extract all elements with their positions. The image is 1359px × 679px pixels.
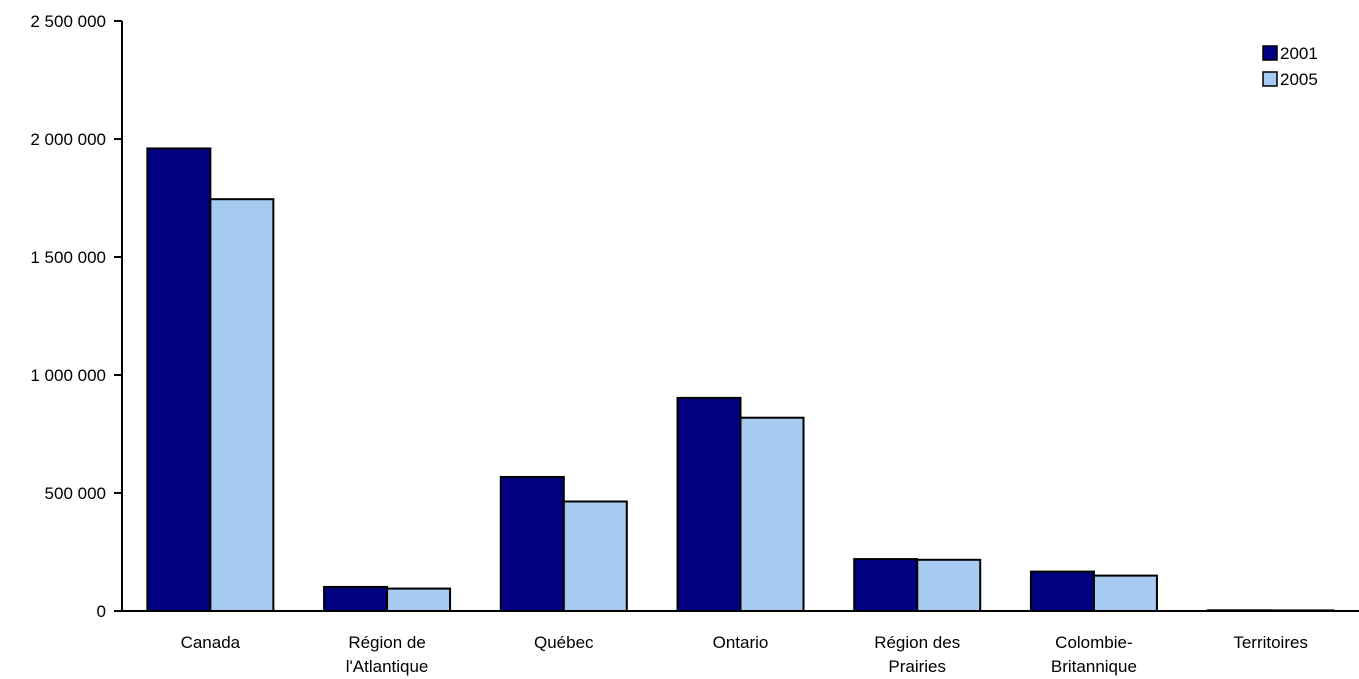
y-tick-label: 1 000 000 (30, 366, 106, 385)
legend-label-2005: 2005 (1280, 70, 1318, 89)
y-tick-label: 1 500 000 (30, 248, 106, 267)
bar-2005-3 (739, 416, 805, 612)
x-tick-label: Région des (874, 633, 960, 652)
bar-2005-1 (386, 587, 452, 613)
y-tick-label: 0 (97, 602, 106, 621)
x-tick-label: Colombie- (1055, 633, 1132, 652)
bar-2001-4 (853, 558, 919, 613)
bar-2001-1 (323, 585, 389, 612)
x-tick-label: Québec (534, 633, 594, 652)
bar-2005-4 (916, 558, 982, 613)
bars (146, 147, 1335, 613)
legend-label-2001: 2001 (1280, 44, 1318, 63)
x-tick-label: Britannique (1051, 657, 1137, 676)
legend-swatch-2005 (1262, 71, 1278, 87)
y-tick-label: 2 500 000 (30, 12, 106, 31)
x-tick-label: Région de (348, 633, 426, 652)
legend: 2001 2005 (1262, 44, 1318, 89)
bar-2005-0 (209, 198, 275, 612)
y-axis-ticks: 0 500 000 1 000 000 1 500 000 2 000 000 2 500… (30, 12, 122, 621)
bar-2001-5 (1029, 570, 1095, 613)
x-tick-label: Territoires (1233, 633, 1308, 652)
x-axis-labels: Canada Région de l'Atlantique Québec Ontario… (181, 633, 1308, 676)
bar-2001-2 (499, 475, 565, 612)
bar-2001-3 (676, 396, 742, 612)
y-tick-label: 500 000 (45, 484, 106, 503)
bar-2005-2 (562, 500, 628, 612)
legend-swatch-2001 (1262, 45, 1278, 61)
x-tick-label: l'Atlantique (346, 657, 429, 676)
x-tick-label: Ontario (713, 633, 769, 652)
bar-2005-5 (1092, 574, 1158, 612)
bar-2001-0 (146, 147, 212, 612)
y-tick-label: 2 000 000 (30, 130, 106, 149)
x-tick-label: Prairies (888, 657, 946, 676)
x-tick-label: Canada (181, 633, 241, 652)
